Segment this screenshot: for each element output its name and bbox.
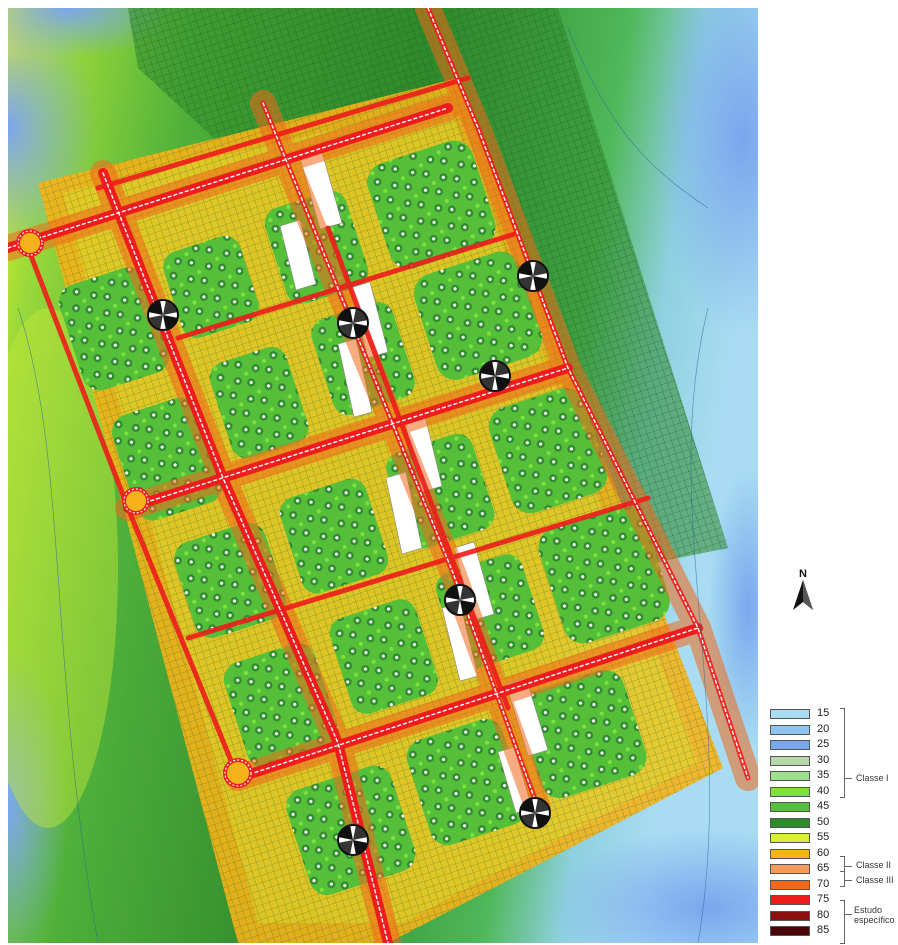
legend-value: 30 [817, 753, 830, 766]
receptor-point-icon [517, 260, 549, 292]
tree-block [329, 599, 438, 714]
legend-value: 45 [817, 800, 830, 812]
legend-row-60: 60 [770, 846, 840, 861]
legend-classe-3: Classe III [856, 875, 894, 885]
legend-brace-classe-1 [840, 708, 845, 798]
legend-brace-classe-2 [840, 856, 845, 872]
legend-row-15: 15 [770, 706, 840, 721]
receptor-point-icon [444, 584, 476, 616]
legend-swatch [770, 786, 810, 797]
legend-swatch [770, 848, 810, 859]
legend-swatch [770, 833, 810, 843]
legend-row-80: 80 [770, 908, 840, 923]
legend-row-75: 75 [770, 892, 840, 907]
tree-block [279, 478, 389, 594]
legend-swatch [770, 771, 810, 781]
roundabout [223, 758, 253, 788]
legend-row-65: 65 [770, 861, 840, 876]
legend-row-70: 70 [770, 877, 840, 892]
north-arrow-icon [793, 580, 813, 610]
legend-value: 25 [817, 738, 830, 750]
receptor-points [147, 260, 551, 856]
receptor-point-icon [337, 307, 369, 339]
tree-block [538, 505, 670, 644]
legend-swatch [770, 802, 810, 812]
legend-swatch [770, 817, 810, 828]
tree-block [406, 719, 527, 846]
legend-row-50: 50 [770, 815, 840, 830]
legend-swatch [770, 740, 810, 750]
legend-value: 60 [817, 846, 830, 859]
legend-value: 55 [817, 831, 830, 843]
legend-swatch [770, 755, 810, 766]
north-arrow: N [787, 568, 819, 612]
receptor-point-icon [519, 797, 551, 829]
legend-swatch [770, 879, 810, 890]
legend-value: 20 [817, 722, 830, 735]
legend-swatch [770, 724, 810, 735]
legend-value: 80 [817, 908, 830, 921]
legend-swatch [770, 709, 810, 719]
legend-swatch [770, 926, 810, 936]
building [279, 219, 317, 291]
legend-classe-2: Classe II [856, 860, 892, 870]
legend-row-20: 20 [770, 722, 840, 737]
legend-swatch [770, 864, 810, 874]
legend-value: 70 [817, 877, 830, 890]
legend-value: 40 [817, 784, 830, 797]
north-label: N [799, 568, 807, 580]
contour-lines [17, 27, 710, 943]
legend-value: 50 [817, 815, 830, 828]
receptor-point-icon [479, 360, 511, 392]
legend: 15 20 25 30 35 40 45 50 55 60 65 70 75 80 85 Classe I … [770, 706, 898, 945]
legend-row-55: 55 [770, 830, 840, 845]
legend-value: 15 [817, 707, 830, 719]
tree-block [488, 388, 608, 514]
tree-block [367, 140, 496, 269]
legend-brace-classe-3 [840, 871, 845, 887]
legend-swatch [770, 910, 810, 921]
legend-row-25: 25 [770, 737, 840, 752]
legend-row-85: 85 [770, 923, 840, 938]
tree-block [209, 346, 309, 459]
tree-block [518, 669, 647, 799]
noise-map [8, 8, 758, 943]
legend-brace-estudo [840, 900, 845, 944]
legend-classe-1: Classe I [856, 773, 889, 783]
legend-estudo-line2: específico [854, 915, 895, 925]
receptor-point-icon [147, 299, 179, 331]
legend-value: 35 [817, 769, 830, 781]
tree-block [163, 235, 259, 338]
legend-row-45: 45 [770, 799, 840, 814]
legend-value: 85 [817, 924, 830, 936]
legend-value: 75 [817, 893, 830, 905]
legend-estudo-line1: Estudo [854, 905, 883, 915]
legend-swatch [770, 895, 810, 905]
receptor-point-icon [337, 824, 369, 856]
legend-row-30: 30 [770, 753, 840, 768]
legend-value: 65 [817, 862, 830, 874]
legend-row-40: 40 [770, 784, 840, 799]
tree-block [413, 251, 543, 380]
legend-row-35: 35 [770, 768, 840, 783]
